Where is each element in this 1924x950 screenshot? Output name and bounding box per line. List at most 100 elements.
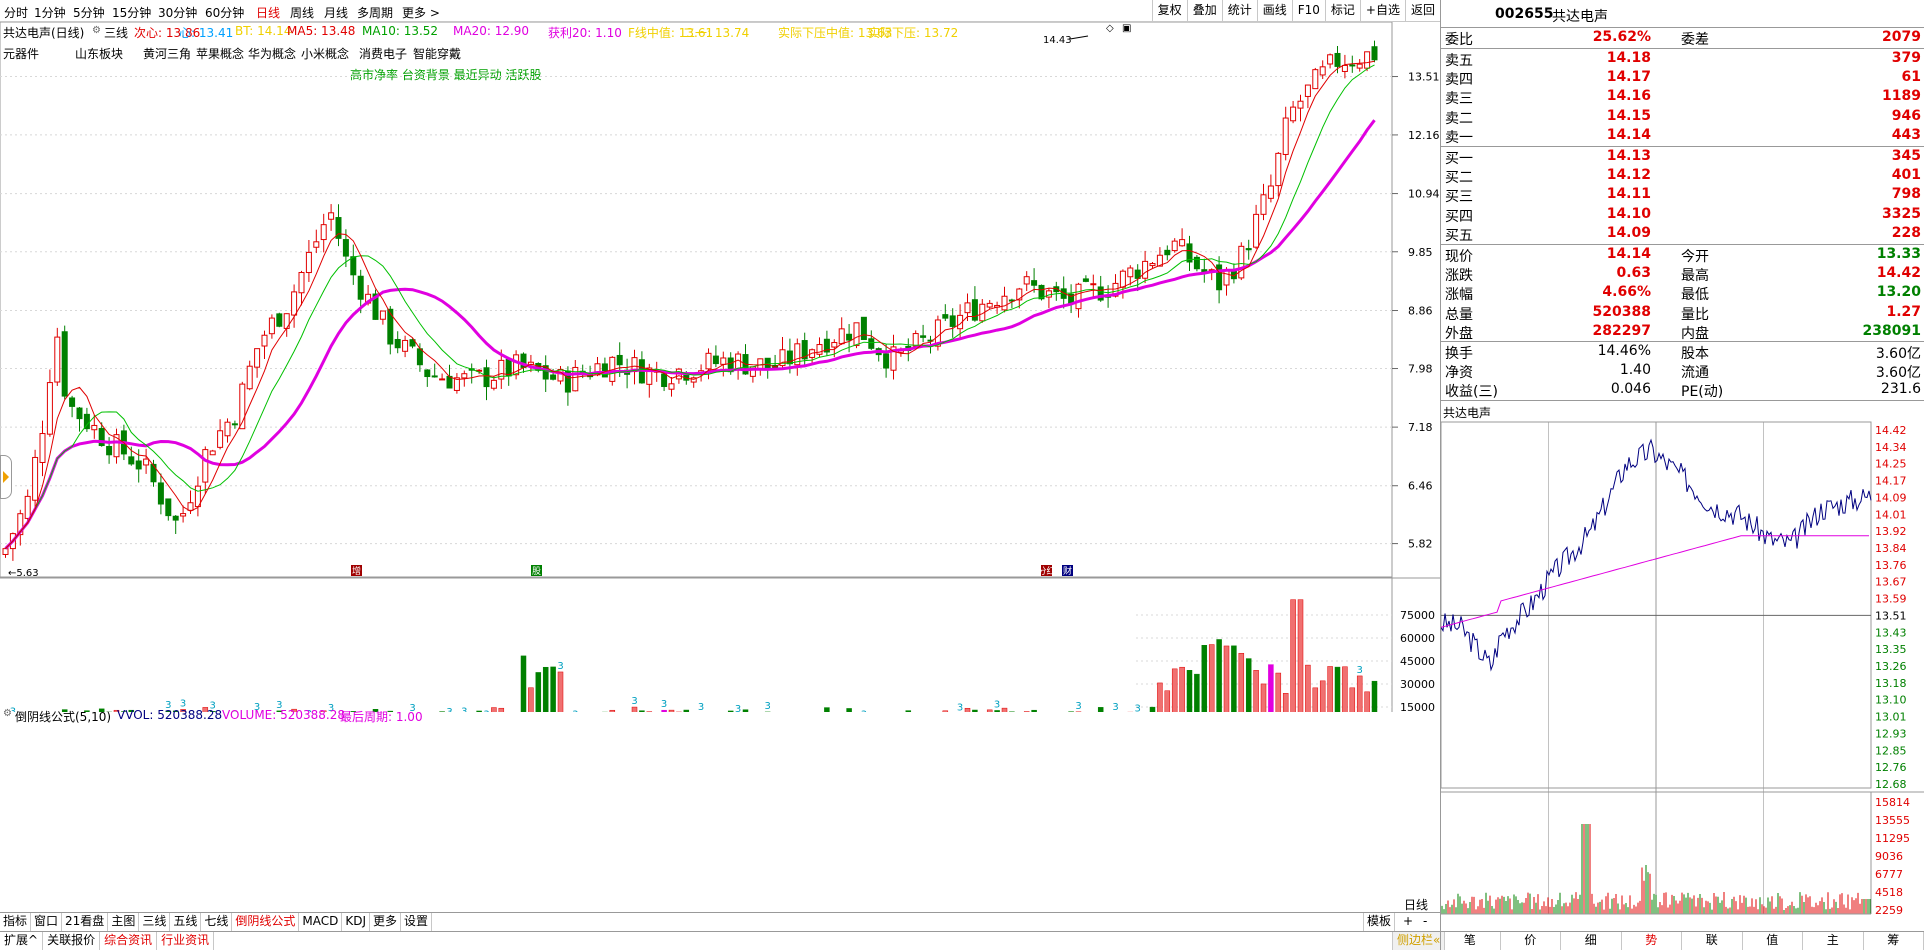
price-axis-label: 10.94 [1408, 188, 1440, 201]
buy-order-row[interactable]: 买二 14.12 401 [1445, 167, 1921, 187]
period-fenshi[interactable]: 分时 [4, 6, 29, 20]
period-daily[interactable]: 日线 [256, 6, 281, 20]
candle [831, 342, 838, 348]
fund-row[interactable]: 换手 14.46% 3.60亿 股本 [1445, 343, 1921, 362]
price-axis-label: 6.46 [1408, 480, 1433, 493]
ma-label: MA20: 12.90 [453, 24, 530, 38]
period-daily-label[interactable]: 日线 [1404, 898, 1429, 912]
buy-order-row[interactable]: 买四 14.10 3325 [1445, 205, 1921, 225]
left-panel-handle[interactable] [0, 455, 12, 499]
tab-settings[interactable]: 设置 [401, 913, 433, 931]
period-1min[interactable]: 1分钟 [34, 6, 66, 20]
right-tab[interactable]: 主 [1803, 932, 1864, 950]
template-button[interactable]: 模板 [1363, 913, 1396, 931]
right-tab[interactable]: 细 [1561, 932, 1622, 950]
gear-icon[interactable]: ⚙ [92, 25, 101, 36]
tab-7line[interactable]: 七线 [201, 913, 233, 931]
quote-row[interactable]: 外盘 282297 238091 内盘 [1445, 322, 1921, 342]
buy-order-row[interactable]: 买三 14.11 798 [1445, 186, 1921, 206]
right-tab[interactable]: 联 [1682, 932, 1743, 950]
concept-tag[interactable]: 消费电子 [359, 47, 408, 61]
buy-order-row[interactable]: 买五 14.09 228 [1445, 224, 1921, 244]
related-quote-tab[interactable]: 关联报价 [43, 932, 101, 950]
sell-order-row[interactable]: 卖四 14.17 61 [1445, 69, 1921, 89]
concept-tag[interactable]: 华为概念 [248, 47, 297, 61]
volume-bar [128, 709, 135, 712]
period-15min[interactable]: 15分钟 [112, 6, 152, 20]
zoom-out-button[interactable]: - [1423, 914, 1428, 928]
back-button[interactable]: 返回 [1404, 0, 1440, 22]
news-tab[interactable]: 综合资讯 [100, 932, 158, 950]
candle [557, 368, 564, 382]
candle [416, 348, 423, 366]
main-indicator-select[interactable]: 三线 [104, 26, 129, 40]
kline-chart[interactable]: 13.51 12.16 10.94 9.85 8.86 7.98 7.18 6.46 5.82 1… [0, 22, 1440, 712]
quote-row[interactable]: 现价 14.14 13.33 今开 [1445, 246, 1921, 265]
industry-news-tab[interactable]: 行业资讯 [157, 932, 215, 950]
fund-row[interactable]: 净资 1.40 3.60亿 流通 [1445, 362, 1921, 382]
right-tab[interactable]: 笔 [1440, 932, 1501, 950]
right-tab[interactable]: 值 [1743, 932, 1803, 950]
zoom-in-button[interactable]: + [1403, 914, 1414, 928]
period-more[interactable]: 更多 > [402, 6, 440, 20]
volume-bar [1282, 693, 1289, 712]
tab-21[interactable]: 21看盘 [62, 913, 109, 931]
buy-order-row[interactable]: 买一 14.13 345 [1445, 148, 1921, 167]
tab-main[interactable]: 主图 [108, 913, 140, 931]
f10-button[interactable]: F10 [1291, 0, 1325, 22]
volume-bar [824, 707, 830, 712]
candle [91, 424, 98, 431]
concept-tag[interactable]: 苹果概念 [196, 47, 245, 61]
vol-marker: 3 [1112, 702, 1118, 712]
quote-row[interactable]: 涨跌 0.63 14.42 最高 [1445, 265, 1921, 285]
draw-line-button[interactable]: 画线 [1256, 0, 1292, 22]
period-60min[interactable]: 60分钟 [205, 6, 245, 20]
quote-row[interactable]: 总量 520388 1.27 量比 [1445, 303, 1921, 323]
vol-axis-label: 15000 [1400, 701, 1435, 712]
period-5min[interactable]: 5分钟 [73, 6, 105, 20]
ma-label: 二一: 13.74 [683, 26, 750, 40]
concept-tag[interactable]: 元器件 [3, 47, 40, 61]
overlay-button[interactable]: 叠加 [1186, 0, 1222, 22]
sell-order-row[interactable]: 卖三 14.16 1189 [1445, 88, 1921, 108]
vol-marker: 3 [1075, 701, 1081, 712]
sell-order-row[interactable]: 卖一 14.14 443 [1445, 126, 1921, 146]
expand-button[interactable]: 扩展^ [0, 932, 44, 950]
concept-tag[interactable]: 智能穿戴 [413, 47, 462, 61]
tab-indicator[interactable]: 指标 [0, 913, 32, 931]
concept-tag[interactable]: 小米概念 [301, 47, 350, 61]
sell-order-row[interactable]: 卖二 14.15 946 [1445, 107, 1921, 127]
tab-kdj[interactable]: KDJ [342, 913, 371, 931]
gear-icon[interactable]: ⚙ [3, 708, 12, 719]
right-tab[interactable]: 价 [1501, 932, 1561, 950]
mark-button[interactable]: 标记 [1324, 0, 1360, 22]
tab-more[interactable]: 更多 [370, 913, 402, 931]
period-weekly[interactable]: 周线 [290, 6, 315, 20]
vol-indicator-name[interactable]: 倒阴线公式(5,10) [15, 710, 112, 724]
candle [239, 383, 246, 430]
quote-row[interactable]: 涨幅 4.66% 13.20 最低 [1445, 284, 1921, 304]
intraday-mini-chart[interactable]: 14.42 14.34 14.25 14.17 14.09 14.01 13.92 13.84… [1441, 418, 1924, 930]
stats-button[interactable]: 统计 [1221, 0, 1257, 22]
volume-bar [172, 710, 179, 712]
right-tab[interactable]: 势 [1622, 932, 1682, 950]
period-30min[interactable]: 30分钟 [158, 6, 198, 20]
candle [1016, 288, 1023, 301]
ma-label: MA10: 13.52 [362, 24, 439, 38]
tab-5line[interactable]: 五线 [170, 913, 202, 931]
period-multi[interactable]: 多周期 [357, 6, 394, 20]
tab-3line[interactable]: 三线 [139, 913, 171, 931]
fuquan-button[interactable]: 复权 [1151, 0, 1187, 22]
sidebar-toggle[interactable]: 侧边栏« [1392, 932, 1446, 950]
mini-price-label: 13.18 [1875, 677, 1907, 690]
tab-window[interactable]: 窗口 [31, 913, 63, 931]
tab-macd[interactable]: MACD [299, 913, 343, 931]
period-monthly[interactable]: 月线 [324, 6, 349, 20]
fund-row[interactable]: 收益(三) 0.046 231.6 PE(动) [1445, 381, 1921, 401]
concept-tag[interactable]: 山东板块 [75, 47, 124, 61]
tab-dyx[interactable]: 倒阴线公式 [232, 913, 300, 931]
sell-order-row[interactable]: 卖五 14.18 379 [1445, 50, 1921, 69]
concept-tag[interactable]: 黄河三角 [143, 47, 192, 61]
add-watchlist-button[interactable]: +自选 [1359, 0, 1405, 22]
mini-vol-label: 6777 [1875, 868, 1903, 881]
